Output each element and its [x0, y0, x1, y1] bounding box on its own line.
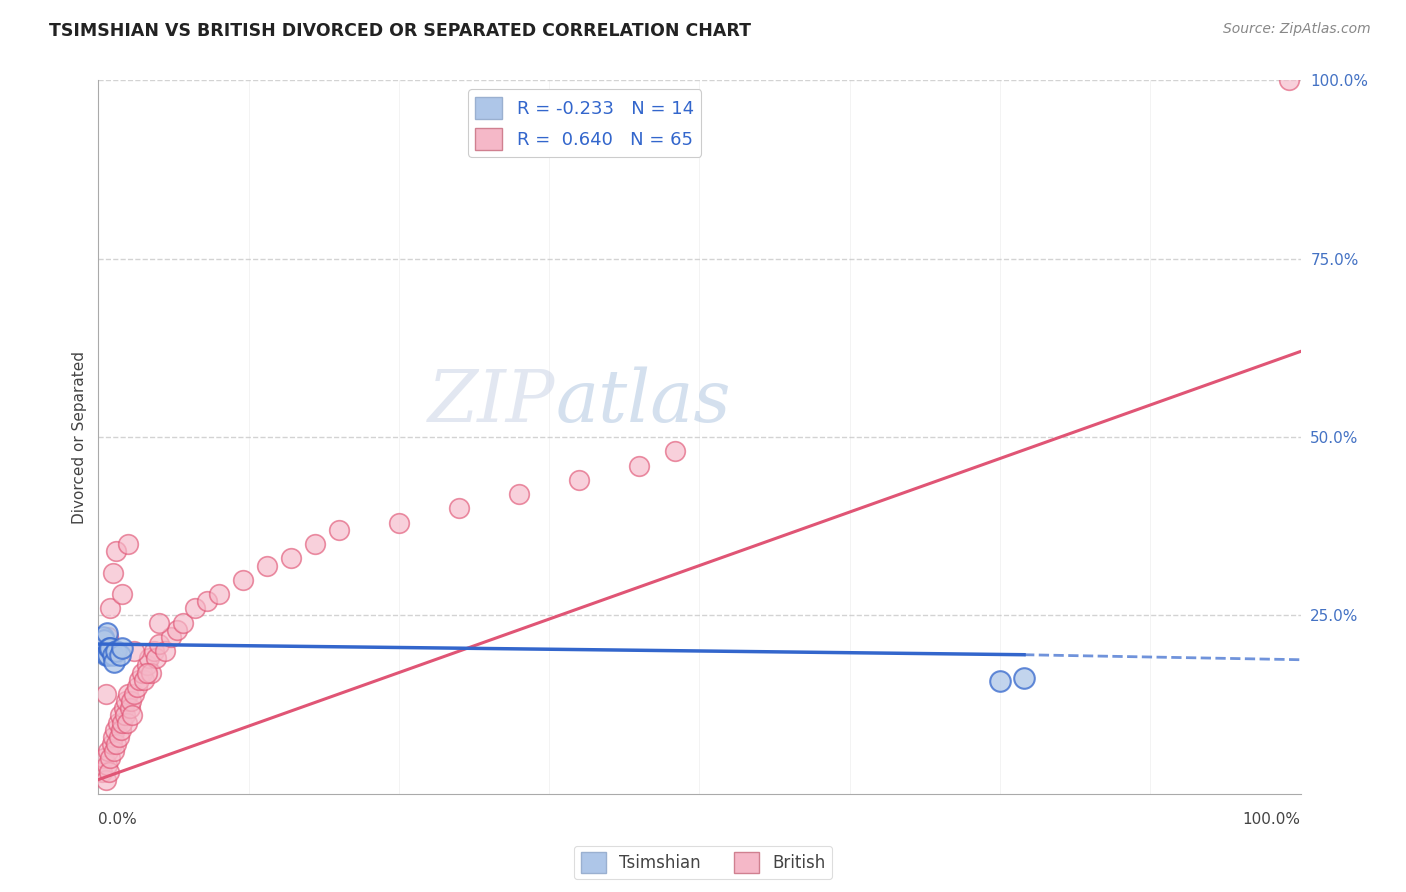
Point — [568, 473, 591, 487]
Point — [97, 630, 120, 644]
Point — [117, 687, 139, 701]
Text: ZIP: ZIP — [427, 366, 555, 437]
Point — [112, 701, 135, 715]
Point — [101, 730, 124, 744]
Point — [120, 694, 142, 708]
Point — [166, 623, 188, 637]
Point — [98, 765, 121, 780]
Point — [159, 630, 181, 644]
Point — [100, 601, 122, 615]
Point — [104, 723, 127, 737]
Point — [110, 723, 132, 737]
Point — [304, 537, 326, 551]
Point — [138, 651, 160, 665]
Point — [105, 544, 128, 558]
Point — [1277, 73, 1299, 87]
Point — [101, 648, 124, 662]
Text: atlas: atlas — [555, 366, 731, 437]
Point — [135, 658, 157, 673]
Y-axis label: Divorced or Separated: Divorced or Separated — [72, 351, 87, 524]
Point — [145, 651, 167, 665]
Point — [131, 665, 153, 680]
Point — [105, 644, 128, 658]
Point — [111, 715, 134, 730]
Point — [124, 687, 146, 701]
Point — [108, 648, 131, 662]
Point — [107, 715, 129, 730]
Point — [103, 744, 125, 758]
Point — [100, 751, 122, 765]
Point — [96, 758, 118, 772]
Point — [172, 615, 194, 630]
Point — [1012, 671, 1035, 685]
Point — [96, 626, 118, 640]
Point — [148, 615, 170, 630]
Point — [232, 573, 254, 587]
Point — [98, 640, 121, 655]
Point — [128, 673, 150, 687]
Point — [280, 551, 302, 566]
Point — [108, 708, 131, 723]
Point — [91, 630, 114, 644]
Point — [105, 737, 128, 751]
Point — [125, 680, 148, 694]
Point — [148, 637, 170, 651]
Point — [447, 501, 470, 516]
Point — [115, 694, 138, 708]
Text: 0.0%: 0.0% — [98, 812, 138, 827]
Point — [97, 648, 120, 662]
Point — [628, 458, 651, 473]
Point — [117, 537, 139, 551]
Point — [508, 487, 530, 501]
Point — [121, 708, 143, 723]
Point — [94, 687, 117, 701]
Point — [111, 587, 134, 601]
Text: 100.0%: 100.0% — [1243, 812, 1301, 827]
Point — [101, 566, 124, 580]
Point — [97, 744, 120, 758]
Point — [94, 648, 117, 662]
Point — [108, 730, 131, 744]
Point — [195, 594, 218, 608]
Point — [388, 516, 411, 530]
Point — [124, 644, 146, 658]
Point — [100, 737, 122, 751]
Point — [664, 444, 686, 458]
Point — [142, 644, 165, 658]
Point — [135, 665, 157, 680]
Point — [132, 673, 155, 687]
Point — [988, 674, 1011, 689]
Point — [100, 640, 122, 655]
Text: Source: ZipAtlas.com: Source: ZipAtlas.com — [1223, 22, 1371, 37]
Legend: R = -0.233   N = 14, R =  0.640   N = 65: R = -0.233 N = 14, R = 0.640 N = 65 — [468, 89, 702, 157]
Point — [117, 715, 139, 730]
Legend: Tsimshian, British: Tsimshian, British — [574, 846, 832, 880]
Point — [256, 558, 278, 573]
Point — [103, 655, 125, 669]
Point — [91, 765, 114, 780]
Point — [141, 665, 163, 680]
Point — [153, 644, 176, 658]
Point — [114, 708, 136, 723]
Point — [111, 640, 134, 655]
Point — [93, 633, 115, 648]
Point — [208, 587, 231, 601]
Point — [183, 601, 205, 615]
Point — [93, 751, 115, 765]
Point — [118, 701, 141, 715]
Point — [94, 772, 117, 787]
Text: TSIMSHIAN VS BRITISH DIVORCED OR SEPARATED CORRELATION CHART: TSIMSHIAN VS BRITISH DIVORCED OR SEPARAT… — [49, 22, 751, 40]
Point — [328, 523, 350, 537]
